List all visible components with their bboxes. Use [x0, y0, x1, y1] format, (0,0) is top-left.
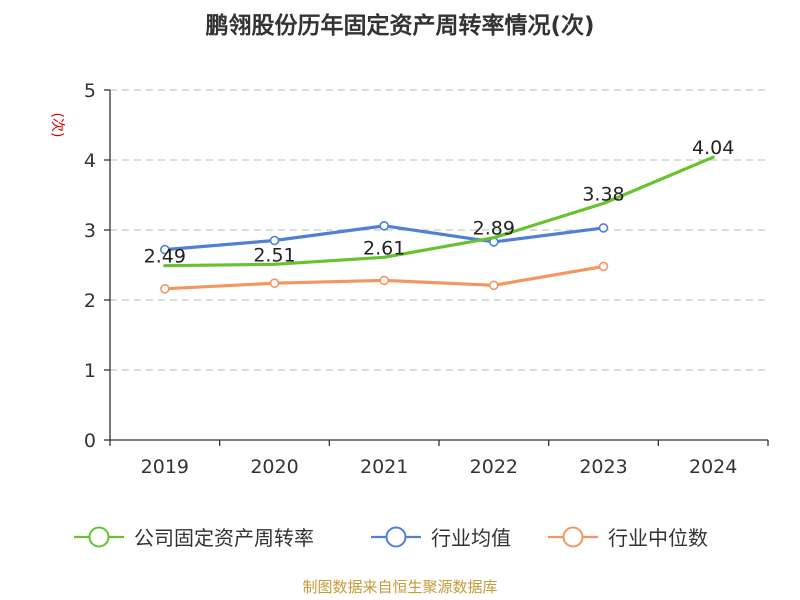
- series-layer: [160, 155, 715, 294]
- legend-item-0: 公司固定资产周转率: [74, 526, 314, 550]
- y-tick-label: 3: [84, 220, 96, 242]
- y-tick-label: 0: [84, 430, 96, 452]
- x-tick-label: 2024: [689, 456, 737, 478]
- legend-swatch-marker: [88, 526, 110, 548]
- legend-item-1: 行业均值: [371, 526, 511, 550]
- series-2-point: [269, 278, 280, 289]
- series-2-point: [598, 261, 609, 272]
- series-1-point: [160, 244, 170, 255]
- series-1-point: [379, 221, 389, 231]
- legend: 公司固定资产周转率 行业均值 行业中位数: [74, 526, 708, 550]
- data-label: 3.38: [582, 183, 624, 205]
- data-label: 2.61: [363, 237, 405, 259]
- series-1-point: [269, 235, 280, 246]
- axis-layer: 0 1 2 3 4 5 2019 2020 2021 2022 2023 2024: [84, 80, 769, 478]
- x-tick-label: 2020: [250, 456, 298, 478]
- series-2-point: [489, 280, 499, 291]
- y-tick-label: 4: [84, 150, 96, 172]
- grid-layer: [110, 89, 768, 371]
- data-label: 2.49: [144, 246, 186, 268]
- chart-title: 鹏翎股份历年固定资产周转率情况(次): [205, 12, 594, 39]
- legend-swatch-marker: [562, 526, 584, 548]
- series-2-point: [160, 283, 170, 294]
- legend-swatch-marker: [385, 526, 407, 548]
- x-tick-label: 2023: [579, 456, 627, 478]
- series-1-point: [598, 223, 609, 233]
- data-label-layer: 2.49 2.51 2.61 2.89 3.38 4.04: [144, 137, 735, 268]
- source-note: 制图数据来自恒生聚源数据库: [302, 578, 497, 596]
- series-2-point: [379, 275, 389, 286]
- x-tick-label: 2022: [470, 456, 518, 478]
- data-label: 2.89: [473, 218, 515, 240]
- y-tick-label: 2: [84, 290, 96, 312]
- y-tick-label: 1: [84, 360, 96, 382]
- legend-label: 行业中位数: [608, 526, 708, 550]
- x-tick-label: 2019: [141, 456, 189, 478]
- y-tick-label: 5: [84, 80, 96, 102]
- series-0-line: [163, 155, 715, 268]
- data-label: 4.04: [692, 137, 734, 159]
- y-axis-label: (次): [49, 113, 65, 138]
- legend-item-2: 行业中位数: [548, 526, 708, 550]
- legend-label: 行业均值: [431, 526, 511, 550]
- legend-label: 公司固定资产周转率: [134, 526, 314, 550]
- x-tick-label: 2021: [360, 456, 408, 478]
- data-label: 2.51: [253, 244, 295, 266]
